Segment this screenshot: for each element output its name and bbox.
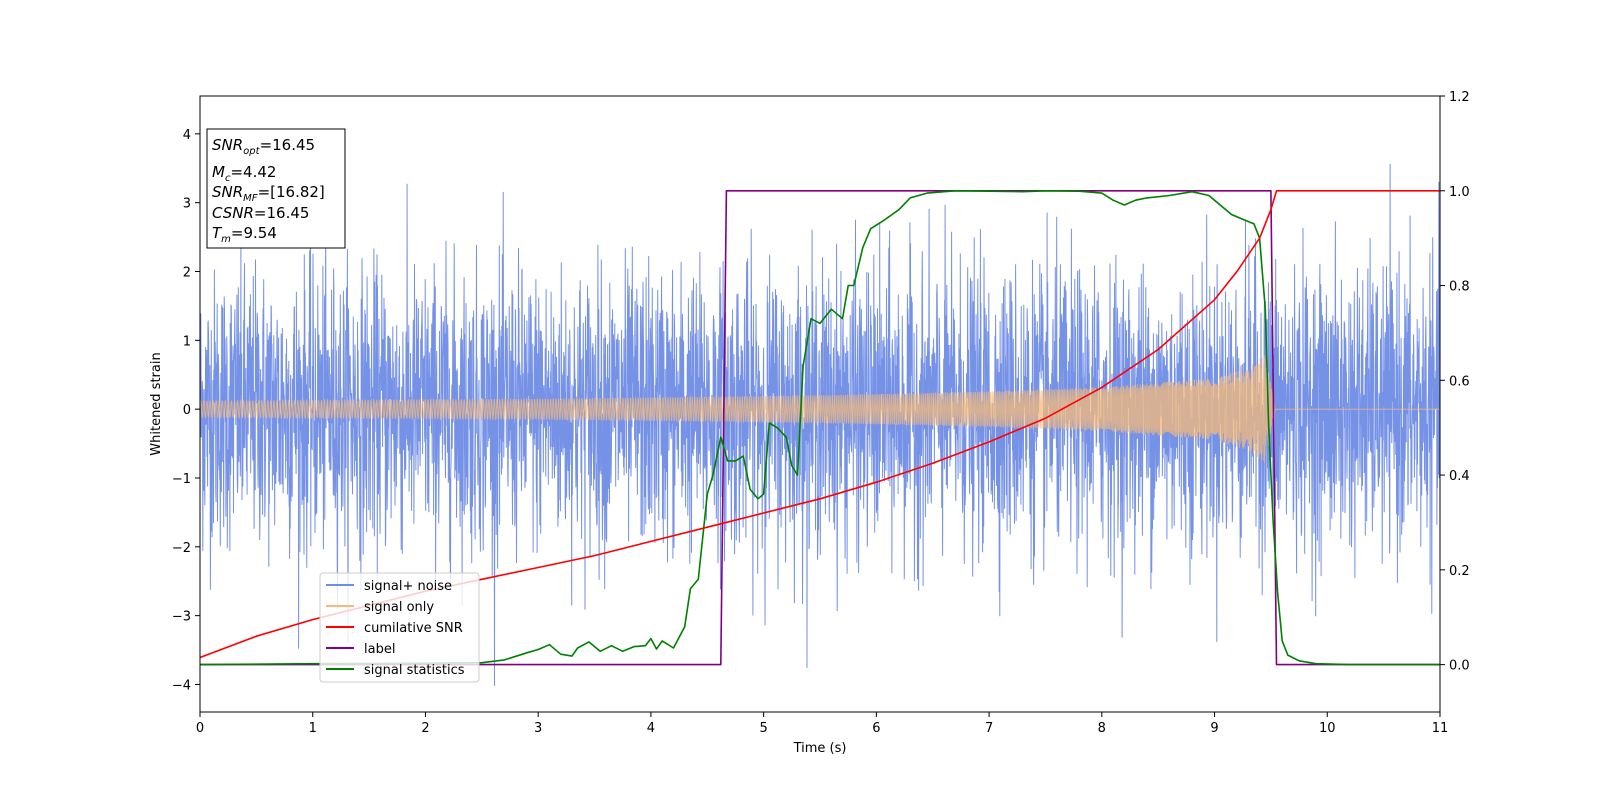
series-signal-statistics — [199, 190, 1440, 666]
legend-label-signal-statistics: signal statistics — [364, 663, 465, 678]
x-tick-label: 8 — [1098, 721, 1106, 736]
x-tick-label: 4 — [647, 721, 655, 736]
left-y-tick-label: 3 — [183, 197, 191, 212]
legend-item-signal-noise: signal+ noise — [326, 579, 452, 594]
x-tick-label: 9 — [1210, 721, 1218, 736]
x-tick-label: 1 — [309, 721, 317, 736]
legend-label-cumulative-snr: cumilative SNR — [364, 621, 463, 636]
right-y-tick-label: 1.0 — [1449, 185, 1470, 200]
right-y-tick-label: 0.2 — [1449, 564, 1470, 579]
x-tick-label: 11 — [1432, 721, 1449, 736]
annotation-snr-opt: SNRopt=16.45 — [212, 136, 315, 157]
left-y-tick-label: −2 — [172, 541, 191, 556]
right-y-tick-label: 0.0 — [1449, 659, 1470, 674]
right-y-tick-label: 1.2 — [1449, 90, 1470, 105]
y-axis-label: Whitened strain — [149, 352, 164, 455]
x-tick-label: 0 — [196, 721, 204, 736]
left-y-tick-label: 1 — [183, 334, 191, 349]
left-y-tick-label: −4 — [172, 678, 191, 693]
left-y-axis-ticks: −4 −3 −2 −1 0 1 2 3 4 — [172, 128, 200, 693]
annotation-frame — [206, 128, 346, 249]
x-axis-ticks: 0 1 2 3 4 5 6 7 8 9 10 11 — [196, 712, 1448, 736]
signal-only-line — [199, 355, 1440, 463]
x-tick-label: 2 — [421, 721, 429, 736]
legend-item-cumulative-snr: cumilative SNR — [326, 621, 463, 636]
series-signal-plus-noise — [199, 163, 1441, 686]
legend-item-signal-only: signal only — [326, 600, 434, 615]
annotation-tm: Tm=9.54 — [212, 224, 277, 245]
x-axis-label: Time (s) — [793, 741, 847, 756]
x-tick-label: 5 — [759, 721, 767, 736]
right-y-tick-label: 0.6 — [1449, 374, 1470, 389]
legend-label-signal-noise: signal+ noise — [364, 579, 452, 594]
signal-noise-line — [199, 163, 1441, 686]
x-tick-label: 10 — [1319, 721, 1336, 736]
plot-frame — [199, 95, 1441, 713]
x-tick-label: 6 — [872, 721, 880, 736]
legend-item-label: label — [326, 642, 395, 657]
right-y-axis-ticks: 0.0 0.2 0.4 0.6 0.8 1.0 1.2 — [1440, 90, 1470, 674]
legend: signal+ noise signal only cumilative SNR… — [319, 572, 480, 683]
annotation-snr-mf: SNRMF=[16.82] — [212, 183, 325, 204]
legend-item-signal-statistics: signal statistics — [326, 663, 465, 678]
legend-label-label: label — [364, 642, 395, 657]
series-signal-only — [199, 355, 1440, 463]
left-y-tick-label: 2 — [183, 266, 191, 281]
annotation-csnr: CSNR=16.45 — [212, 204, 309, 222]
left-y-tick-label: −3 — [172, 610, 191, 625]
x-tick-label: 3 — [534, 721, 542, 736]
right-y-tick-label: 0.4 — [1449, 469, 1470, 484]
left-y-tick-label: −1 — [172, 472, 191, 487]
signal-statistics-line — [199, 190, 1440, 666]
legend-label-signal-only: signal only — [364, 600, 434, 615]
annotation-box: SNRopt=16.45 Mc=4.42 SNRMF=[16.82] CSNR=… — [206, 128, 346, 249]
left-y-tick-label: 0 — [183, 403, 191, 418]
legend-frame — [319, 572, 480, 683]
right-y-tick-label: 0.8 — [1449, 280, 1470, 295]
x-tick-label: 7 — [985, 721, 993, 736]
annotation-mc: Mc=4.42 — [212, 163, 276, 184]
left-y-tick-label: 4 — [183, 128, 191, 143]
